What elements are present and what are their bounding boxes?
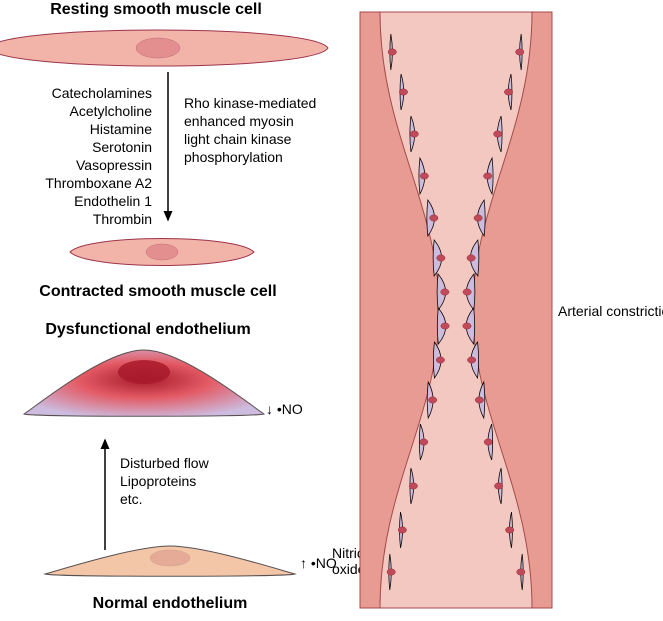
artery-endothelial-nucleus bbox=[409, 483, 417, 489]
artery-endothelial-nucleus bbox=[483, 173, 491, 179]
mediator-item: Histamine bbox=[90, 121, 152, 137]
arterial-constriction-label: Arterial constriction bbox=[558, 303, 663, 319]
artery-endothelial-nucleus bbox=[387, 569, 395, 575]
artery-endothelial-nucleus bbox=[441, 289, 449, 295]
rho-kinase-text: Rho kinase-mediated bbox=[184, 95, 316, 111]
mediator-item: Thrombin bbox=[93, 211, 152, 227]
mediator-item: Vasopressin bbox=[76, 157, 152, 173]
artery-endothelial-nucleus bbox=[388, 49, 396, 55]
contracted-smc-title: Contracted smooth muscle cell bbox=[39, 283, 276, 300]
artery-endothelial-nucleus bbox=[437, 255, 445, 261]
artery-endothelial-nucleus bbox=[494, 131, 502, 137]
artery-endothelial-nucleus bbox=[420, 173, 428, 179]
dysfunctional-endo-title: Dysfunctional endothelium bbox=[45, 321, 250, 338]
artery-endothelial-nucleus bbox=[463, 323, 471, 329]
artery-endothelial-nucleus bbox=[505, 527, 513, 533]
artery-endothelial-nucleus bbox=[467, 357, 475, 363]
artery-endothelial-nucleus bbox=[399, 89, 407, 95]
rho-kinase-text: phosphorylation bbox=[184, 149, 283, 165]
artery-endothelial-nucleus bbox=[436, 357, 444, 363]
contracted-smc-nucleus bbox=[146, 244, 178, 260]
artery-endothelial-nucleus bbox=[516, 49, 524, 55]
cause-item: Lipoproteins bbox=[120, 473, 196, 489]
artery-endothelial-nucleus bbox=[494, 483, 502, 489]
artery-endothelial-nucleus bbox=[441, 323, 449, 329]
rho-kinase-text: light chain kinase bbox=[184, 131, 292, 147]
cause-item: etc. bbox=[120, 491, 143, 507]
artery-endothelial-nucleus bbox=[517, 569, 525, 575]
mediator-item: Thromboxane A2 bbox=[45, 175, 152, 191]
artery-endothelial-nucleus bbox=[419, 439, 427, 445]
mediator-item: Catecholamines bbox=[52, 85, 152, 101]
artery-endothelial-nucleus bbox=[504, 89, 512, 95]
artery-endothelial-nucleus bbox=[467, 255, 475, 261]
artery-endothelial-nucleus bbox=[463, 289, 471, 295]
mediator-item: Serotonin bbox=[92, 139, 152, 155]
resting-smc-title: Resting smooth muscle cell bbox=[50, 1, 262, 18]
artery-endothelial-nucleus bbox=[475, 397, 483, 403]
no-decrease-label: ↓ •NO bbox=[266, 401, 303, 417]
artery-endothelial-nucleus bbox=[430, 215, 438, 221]
artery-endothelial-nucleus bbox=[474, 215, 482, 221]
normal-endo-nucleus bbox=[150, 550, 190, 566]
nitric-oxide-label: Nitric bbox=[332, 545, 364, 561]
mediator-item: Acetylcholine bbox=[70, 103, 153, 119]
resting-smc-nucleus bbox=[136, 38, 180, 58]
dysfunctional-endo-nucleus bbox=[118, 360, 170, 384]
normal-endo-title: Normal endothelium bbox=[93, 595, 248, 612]
artery-endothelial-nucleus bbox=[410, 131, 418, 137]
cause-item: Disturbed flow bbox=[120, 455, 210, 471]
mediator-item: Endothelin 1 bbox=[74, 193, 152, 209]
artery-endothelial-nucleus bbox=[428, 397, 436, 403]
rho-kinase-text: enhanced myosin bbox=[184, 113, 294, 129]
artery-endothelial-nucleus bbox=[484, 439, 492, 445]
artery-endothelial-nucleus bbox=[398, 527, 406, 533]
